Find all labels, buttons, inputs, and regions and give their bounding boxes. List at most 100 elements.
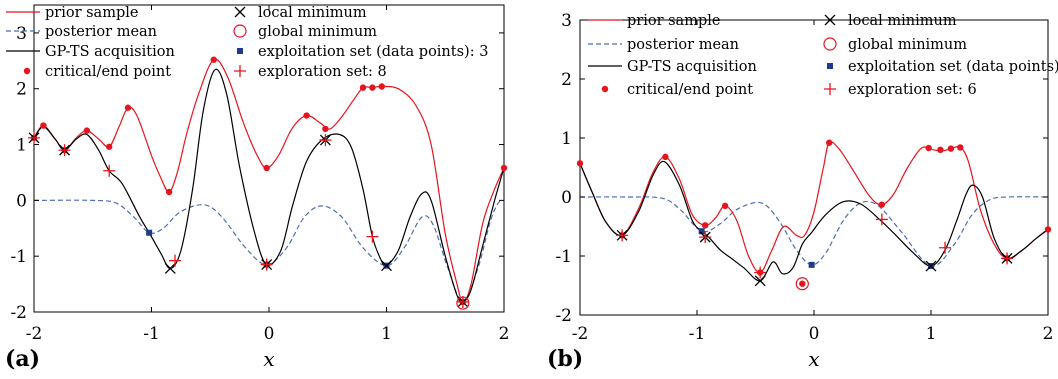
legend-prior-label: prior sample: [45, 5, 138, 21]
critical-point: [83, 127, 91, 134]
local-minimum-marker: [381, 260, 392, 272]
x-tick-label: 2: [499, 324, 510, 344]
critical-point: [106, 143, 113, 150]
exploration-point: [939, 241, 952, 254]
legend-mean-label: posterior mean: [45, 24, 157, 40]
critical-point: [799, 280, 806, 287]
legend-explore-label: exploration set: 8: [258, 64, 387, 80]
y-tick-label: -1: [555, 247, 572, 267]
x-tick-label: 2: [1043, 324, 1054, 344]
panel-label-b: (b): [547, 346, 583, 372]
legend-crit-label: critical/end point: [45, 64, 171, 80]
y-tick-label: 3: [16, 24, 27, 44]
critical-point: [947, 145, 955, 152]
exploration-point: [616, 229, 629, 242]
legend-globalmin-marker: [823, 37, 837, 51]
prior-sample-line: [579, 141, 1049, 274]
legend-b: prior sample posterior mean GP-TS acquis…: [588, 13, 1058, 98]
critical-point: [1044, 226, 1052, 233]
legend-explore-marker: [234, 65, 246, 77]
axis-ticks-b: -2 -1 0 1 2 -2 -1 0 1 2 3: [555, 11, 1053, 344]
critical-point: [369, 84, 376, 91]
legend-exploit-label: exploitation set (data points): 3: [258, 44, 488, 60]
exploration-point: [103, 164, 116, 177]
legend-globalmin-label: global minimum: [258, 24, 377, 40]
critical-point: [937, 146, 944, 153]
exploration-point: [699, 231, 712, 244]
exploration-point: [366, 230, 379, 243]
legend-localmin-label: local minimum: [258, 5, 367, 21]
critical-point: [576, 160, 584, 167]
legend-exploit-marker: [827, 63, 833, 69]
y-tick-label: 1: [16, 136, 27, 156]
axis-ticks-a: -2 -1 0 1 2 -2 -1 0 1 2 3: [10, 5, 509, 344]
exploration-point: [875, 213, 888, 226]
critical-point: [826, 139, 833, 146]
x-axis-label-b: x: [808, 347, 819, 371]
x-tick-label: -2: [572, 324, 589, 344]
legend-prior-label: prior sample: [627, 13, 720, 29]
local-minimum-marker: [925, 260, 937, 272]
local-minimum-marker: [164, 263, 176, 274]
exploitation-point: [698, 228, 705, 235]
critical-point: [721, 202, 729, 210]
y-tick-label: -2: [10, 303, 27, 323]
legend-localmin-marker: [234, 6, 246, 18]
legend-acq-label: GP-TS acquisition: [627, 59, 757, 75]
critical-point: [701, 222, 709, 229]
local-minimum-marker: [754, 275, 766, 287]
global-minimum-marker: [795, 277, 809, 291]
critical-point: [263, 164, 270, 172]
exploitation-point: [146, 229, 153, 236]
chart-marks-a: [28, 56, 508, 310]
x-tick-label: 1: [381, 324, 392, 344]
exploration-point: [58, 144, 71, 157]
critical-point: [210, 56, 217, 63]
exploration-point: [28, 131, 40, 144]
chart-panel-a: -2 -1 0 1 2 -2 -1 0 1 2 3 (a) x prior sample poste…: [5, 4, 509, 372]
critical-point: [500, 164, 508, 172]
legend-crit-label: critical/end point: [627, 82, 753, 98]
legend-crit-marker: [23, 67, 31, 75]
y-tick-label: 2: [561, 70, 572, 90]
critical-point: [957, 144, 964, 151]
exploration-point: [319, 134, 332, 147]
legend-crit-marker: [601, 85, 609, 93]
critical-point: [322, 125, 329, 133]
legend-localmin-marker: [824, 14, 836, 26]
legend-exploit-marker: [237, 48, 243, 54]
critical-point: [165, 188, 173, 196]
exploration-point: [169, 254, 181, 267]
global-minimum-marker: [456, 296, 470, 310]
y-tick-label: -1: [10, 247, 27, 267]
exploration-point: [456, 295, 469, 308]
panel-label-a: (a): [5, 346, 40, 372]
critical-point: [662, 153, 669, 161]
exploration-point: [1001, 252, 1014, 265]
x-tick-label: 1: [926, 324, 937, 344]
x-axis-label-a: x: [263, 347, 274, 371]
y-tick-label: 3: [561, 11, 572, 31]
exploration-point: [754, 266, 767, 279]
x-tick-label: -1: [143, 324, 160, 344]
critical-point: [124, 104, 132, 111]
exploration-point: [260, 258, 273, 271]
legend-explore-marker: [824, 83, 836, 95]
x-tick-label: -1: [689, 324, 706, 344]
x-tick-label: 0: [809, 324, 820, 344]
legend-a: prior sample posterior mean GP-TS acquis…: [6, 5, 488, 80]
exploitation-point: [808, 261, 815, 268]
posterior-mean-line: [33, 199, 505, 303]
y-tick-label: 0: [16, 191, 27, 211]
gp-ts-acquisition-line: [579, 160, 1049, 282]
critical-point: [40, 122, 47, 129]
chart-panel-b: -2 -1 0 1 2 -2 -1 0 1 2 3 (b) x prior sample poste…: [547, 11, 1058, 372]
legend-mean-label: posterior mean: [627, 37, 739, 53]
legend-explore-label: exploration set: 6: [848, 82, 977, 98]
legend-globalmin-label: global minimum: [848, 37, 967, 53]
x-tick-label: -2: [26, 324, 43, 344]
posterior-mean-line: [579, 196, 1049, 267]
critical-point: [925, 144, 932, 152]
critical-point: [359, 84, 367, 91]
